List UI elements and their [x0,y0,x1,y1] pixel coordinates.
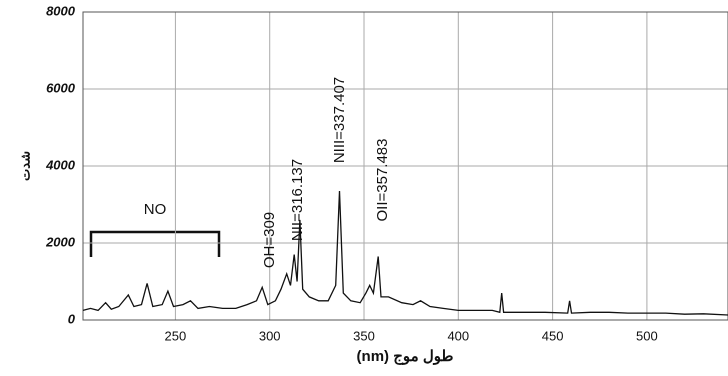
x-axis-label: طول موج (nm) [357,348,454,365]
y-tick-label: 4000 [45,157,76,172]
x-tick-label: 300 [259,328,281,343]
annotation: NII=316.137 [289,159,306,241]
no-bracket [89,230,221,257]
spectrum-line [82,190,728,316]
x-tick-label: 450 [542,328,564,343]
x-tick-label: 250 [165,328,187,343]
plot-frame [82,11,728,321]
annotation: NO [144,201,167,218]
y-tick-label: 2000 [45,234,76,249]
x-tick-label: 500 [636,328,658,343]
y-tick-label: 6000 [46,80,76,95]
annotation: NIII=337.407 [331,77,348,163]
y-tick-label: 8000 [46,3,76,18]
y-axis-label: شدت [17,151,32,181]
x-tick-label: 350 [353,328,375,343]
annotation: OII=357.483 [374,139,391,222]
y-tick-label: 0 [68,311,76,326]
x-tick-label: 400 [447,328,469,343]
annotation: OH=309 [261,212,278,268]
